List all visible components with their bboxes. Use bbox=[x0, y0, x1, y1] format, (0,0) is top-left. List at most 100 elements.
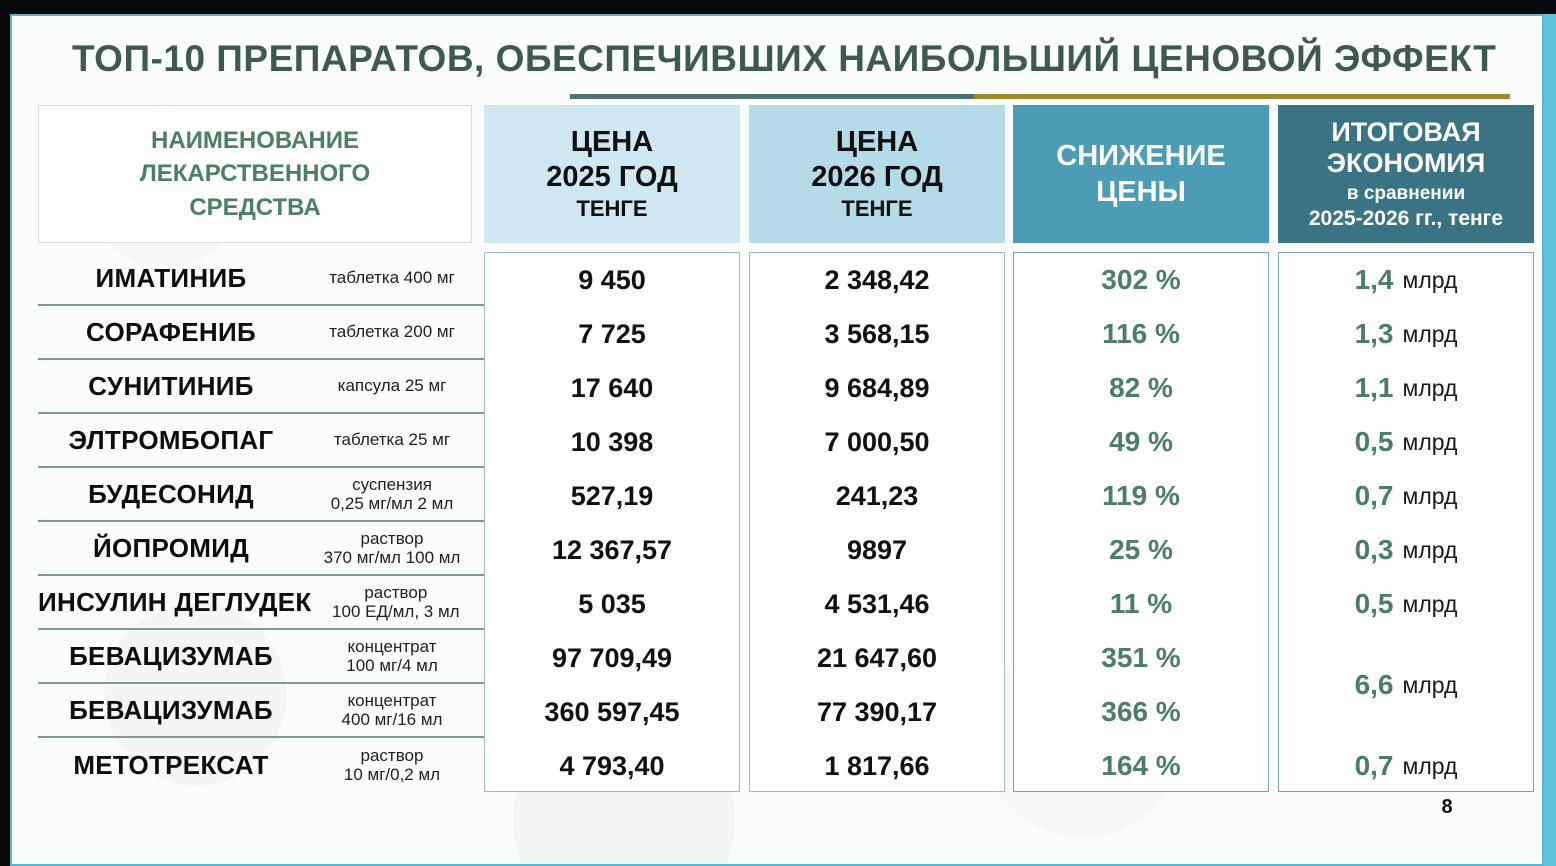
header-price-reduction-line1: СНИЖЕНИЕ bbox=[1056, 139, 1226, 172]
price-2026-cell: 77 390,17 bbox=[816, 696, 938, 727]
top-black-bar bbox=[0, 0, 1556, 14]
price-2026-cell: 9897 bbox=[846, 534, 908, 565]
header-price-2026-line3: ТЕНГЕ bbox=[841, 195, 913, 221]
left-black-bar bbox=[0, 14, 10, 866]
price-2026-cell: 9 684,89 bbox=[824, 372, 930, 403]
drug-form: раствор 100 ЕД/мл, 3 мл bbox=[332, 582, 460, 621]
header-drug-name: НАИМЕНОВАНИЕ ЛЕКАРСТВЕННОГО СРЕДСТВА bbox=[38, 105, 472, 243]
price-reduction-cell: 302 % bbox=[1101, 264, 1181, 295]
drug-row-iopromide: ЙОПРОМИД раствор 370 мг/мл 100 мл bbox=[38, 522, 484, 576]
presentation-slide: ТОП-10 ПРЕПАРАТОВ, ОБЕСПЕЧИВШИХ НАИБОЛЬШ… bbox=[10, 14, 1544, 866]
drug-name: ИНСУЛИН ДЕГЛУДЕК bbox=[38, 586, 312, 617]
price-2026-cell: 2 348,42 bbox=[824, 264, 930, 295]
price-2025-cell: 97 709,49 bbox=[551, 642, 673, 673]
price-2025-column: 9 450 7 725 17 640 10 398 527,19 12 367,… bbox=[484, 252, 740, 792]
header-price-2025-line1: ЦЕНА bbox=[570, 125, 654, 158]
drug-form: раствор 370 мг/мл 100 мл bbox=[323, 528, 461, 567]
savings-cell: 1,3 млрд bbox=[1354, 318, 1458, 349]
price-reduction-cell: 49 % bbox=[1109, 426, 1173, 457]
drug-name: МЕТОТРЕКСАТ bbox=[73, 749, 269, 780]
price-2026-cell: 4 531,46 bbox=[824, 588, 930, 619]
header-price-reduction: СНИЖЕНИЕ ЦЕНЫ bbox=[1013, 105, 1269, 243]
price-reduction-cell: 116 % bbox=[1102, 318, 1180, 349]
savings-cell-merged-bevacizumab: 6,6 млрд bbox=[1354, 669, 1458, 700]
drug-row-budesonide: БУДЕСОНИД суспензия 0,25 мг/мл 2 мл bbox=[38, 468, 484, 522]
savings-cell: 0,7 млрд bbox=[1354, 750, 1458, 781]
price-2026-column: 2 348,42 3 568,15 9 684,89 7 000,50 241,… bbox=[749, 252, 1005, 792]
price-2025-cell: 7 725 bbox=[578, 318, 646, 349]
header-total-savings-line3: в сравнении bbox=[1346, 182, 1466, 204]
price-reduction-cell: 164 % bbox=[1101, 750, 1181, 781]
savings-cell: 0,7 млрд bbox=[1354, 480, 1458, 511]
price-2026-cell: 21 647,60 bbox=[816, 642, 938, 673]
drug-row-insulin-degludec: ИНСУЛИН ДЕГЛУДЕК раствор 100 ЕД/мл, 3 мл bbox=[38, 576, 484, 630]
savings-cell: 1,4 млрд bbox=[1354, 264, 1458, 295]
price-2025-cell: 9 450 bbox=[578, 264, 646, 295]
drug-row-imatinib: ИМАТИНИБ таблетка 400 мг bbox=[38, 252, 484, 306]
price-2025-cell: 10 398 bbox=[570, 426, 654, 457]
drug-form: таблетка 25 мг bbox=[333, 430, 451, 450]
price-reduction-cell: 82 % bbox=[1109, 372, 1173, 403]
price-reduction-cell: 351 % bbox=[1101, 642, 1181, 673]
price-2025-cell: 4 793,40 bbox=[559, 750, 665, 781]
header-total-savings-line1: ИТОГОВАЯ bbox=[1331, 116, 1481, 147]
savings-cell: 0,5 млрд bbox=[1354, 426, 1458, 457]
title-underline bbox=[570, 94, 1510, 99]
header-price-2026: ЦЕНА 2026 ГОД ТЕНГЕ bbox=[749, 105, 1005, 243]
price-2025-cell: 17 640 bbox=[570, 372, 654, 403]
price-2025-cell: 527,19 bbox=[570, 480, 654, 511]
price-2026-cell: 7 000,50 bbox=[824, 426, 930, 457]
price-2025-cell: 360 597,45 bbox=[544, 696, 680, 727]
drug-name: СОРАФЕНИБ bbox=[86, 316, 256, 347]
drug-name: ИМАТИНИБ bbox=[95, 262, 247, 293]
header-total-savings-line4: 2025-2026 гг., тенге bbox=[1308, 207, 1504, 231]
savings-cell: 1,1 млрд bbox=[1354, 372, 1458, 403]
header-drug-name-line1: НАИМЕНОВАНИЕ bbox=[151, 127, 359, 155]
total-savings-column: 1,4 млрд 1,3 млрд 1,1 млрд 0,5 млрд 0,7 млрд … bbox=[1278, 252, 1534, 792]
drug-form: концентрат 400 мг/16 мл bbox=[341, 690, 443, 729]
price-2026-cell: 1 817,66 bbox=[824, 750, 930, 781]
header-price-reduction-line2: ЦЕНЫ bbox=[1096, 176, 1186, 208]
page-number: 8 bbox=[1441, 796, 1453, 818]
drug-name: СУНИТИНИБ bbox=[88, 370, 254, 401]
header-price-2026-line1: ЦЕНА bbox=[835, 125, 919, 158]
drug-form: раствор 10 мг/0,2 мл bbox=[343, 745, 441, 784]
drug-row-bevacizumab-400: БЕВАЦИЗУМАБ концентрат 400 мг/16 мл bbox=[38, 684, 484, 738]
drug-row-bevacizumab-100: БЕВАЦИЗУМАБ концентрат 100 мг/4 мл bbox=[38, 630, 484, 684]
price-reduction-cell: 11 % bbox=[1109, 588, 1173, 619]
drug-form: концентрат 100 мг/4 мл bbox=[346, 636, 438, 675]
header-price-2026-line2: 2026 ГОД bbox=[811, 160, 943, 193]
drug-form: капсула 25 мг bbox=[337, 376, 447, 396]
drug-row-sorafenib: СОРАФЕНИБ таблетка 200 мг bbox=[38, 306, 484, 360]
drug-name: БЕВАЦИЗУМАБ bbox=[69, 694, 273, 725]
savings-cell: 0,5 млрд bbox=[1354, 588, 1458, 619]
price-2026-cell: 241,23 bbox=[835, 480, 919, 511]
price-2025-cell: 5 035 bbox=[578, 588, 646, 619]
savings-cell: 0,3 млрд bbox=[1354, 534, 1458, 565]
price-reduction-cell: 25 % bbox=[1109, 534, 1173, 565]
price-reduction-cell: 366 % bbox=[1101, 696, 1181, 727]
drug-row-methotrexate: МЕТОТРЕКСАТ раствор 10 мг/0,2 мл bbox=[38, 738, 484, 792]
price-2025-cell: 12 367,57 bbox=[551, 534, 673, 565]
price-reduction-column: 302 % 116 % 82 % 49 % 119 % 25 % 11 % 35… bbox=[1013, 252, 1269, 792]
drug-name: ЙОПРОМИД bbox=[92, 532, 250, 563]
drug-row-eltrombopag: ЭЛТРОМБОПАГ таблетка 25 мг bbox=[38, 414, 484, 468]
drug-name: БУДЕСОНИД bbox=[88, 478, 254, 509]
header-total-savings-line2: ЭКОНОМИЯ bbox=[1326, 147, 1486, 178]
header-price-2025-line2: 2025 ГОД bbox=[546, 160, 678, 193]
drug-name-column: ИМАТИНИБ таблетка 400 мг СОРАФЕНИБ табле… bbox=[38, 252, 484, 792]
header-drug-name-line3: СРЕДСТВА bbox=[189, 193, 321, 221]
drug-row-sunitinib: СУНИТИНИБ капсула 25 мг bbox=[38, 360, 484, 414]
drug-form: таблетка 400 мг bbox=[329, 268, 455, 288]
price-2026-cell: 3 568,15 bbox=[824, 318, 930, 349]
drug-name: БЕВАЦИЗУМАБ bbox=[69, 640, 273, 671]
header-price-2025-line3: ТЕНГЕ bbox=[576, 195, 648, 221]
drug-name: ЭЛТРОМБОПАГ bbox=[68, 424, 274, 455]
header-total-savings: ИТОГОВАЯ ЭКОНОМИЯ в сравнении 2025-2026 … bbox=[1278, 105, 1534, 243]
drug-form: суспензия 0,25 мг/мл 2 мл bbox=[330, 474, 454, 513]
right-blue-strip bbox=[1544, 14, 1556, 866]
slide-title: ТОП-10 ПРЕПАРАТОВ, ОБЕСПЕЧИВШИХ НАИБОЛЬШ… bbox=[72, 38, 1497, 79]
price-reduction-cell: 119 % bbox=[1102, 480, 1180, 511]
header-price-2025: ЦЕНА 2025 ГОД ТЕНГЕ bbox=[484, 105, 740, 243]
